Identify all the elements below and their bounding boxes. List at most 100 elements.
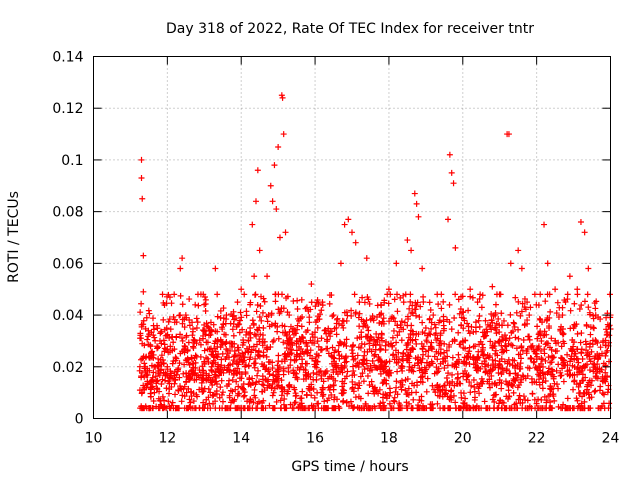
cloud-point xyxy=(559,405,566,412)
cloud-point xyxy=(571,405,578,412)
cloud-point xyxy=(223,346,230,353)
data-point xyxy=(385,286,392,293)
cloud-point xyxy=(521,304,528,311)
cloud-point xyxy=(208,326,215,333)
cloud-point xyxy=(376,319,383,326)
cloud-point xyxy=(382,342,389,349)
cloud-point xyxy=(267,343,274,350)
cloud-point xyxy=(256,338,263,345)
cloud-point xyxy=(285,364,292,371)
cloud-point xyxy=(328,353,335,360)
cloud-point xyxy=(311,394,318,401)
cloud-point xyxy=(357,344,364,351)
cloud-point xyxy=(372,364,379,371)
data-point xyxy=(474,299,481,306)
cloud-point xyxy=(537,291,544,298)
cloud-point xyxy=(330,405,337,412)
cloud-point xyxy=(335,403,342,410)
cloud-point xyxy=(314,324,321,331)
cloud-point xyxy=(386,358,393,365)
data-point xyxy=(413,200,420,207)
cloud-point xyxy=(142,325,149,332)
cloud-point xyxy=(219,398,226,405)
cloud-point xyxy=(278,392,285,399)
cloud-point xyxy=(298,395,305,402)
data-point xyxy=(201,358,208,365)
cloud-point xyxy=(442,390,449,397)
cloud-point xyxy=(493,330,500,337)
cloud-point xyxy=(307,373,314,380)
cloud-point xyxy=(212,374,219,381)
cloud-point xyxy=(176,374,183,381)
cloud-point xyxy=(433,337,440,344)
cloud-point xyxy=(214,328,221,335)
cloud-point xyxy=(490,366,497,373)
cloud-point xyxy=(193,315,200,322)
data-point xyxy=(507,260,514,267)
cloud-point xyxy=(584,386,591,393)
cloud-point xyxy=(303,392,310,399)
cloud-point xyxy=(269,359,276,366)
cloud-point xyxy=(486,352,493,359)
cloud-point xyxy=(362,401,369,408)
data-point xyxy=(371,337,378,344)
cloud-point xyxy=(321,405,328,412)
cloud-point xyxy=(419,329,426,336)
cloud-point xyxy=(538,396,545,403)
cloud-point xyxy=(183,379,190,386)
data-point xyxy=(223,312,230,319)
data-point xyxy=(577,218,584,225)
cloud-point xyxy=(498,322,505,329)
cloud-point xyxy=(600,360,607,367)
cloud-point xyxy=(494,405,501,412)
cloud-point xyxy=(259,381,266,388)
cloud-point xyxy=(167,326,174,333)
cloud-point xyxy=(298,323,305,330)
cloud-point xyxy=(527,354,534,361)
cloud-point xyxy=(386,400,393,407)
cloud-point xyxy=(407,327,414,334)
cloud-point xyxy=(499,333,506,340)
cloud-point xyxy=(224,383,231,390)
cloud-point xyxy=(470,328,477,335)
cloud-point xyxy=(603,373,610,380)
cloud-point xyxy=(548,359,555,366)
data-point xyxy=(264,273,271,280)
cloud-point xyxy=(236,390,243,397)
data-point xyxy=(496,337,503,344)
cloud-point xyxy=(514,361,521,368)
cloud-point xyxy=(558,354,565,361)
cloud-point xyxy=(140,382,147,389)
data-point xyxy=(186,376,193,383)
cloud-point xyxy=(359,294,366,301)
cloud-point xyxy=(415,359,422,366)
cloud-point xyxy=(492,310,499,317)
cloud-point xyxy=(321,327,328,334)
cloud-point xyxy=(328,373,335,380)
cloud-point xyxy=(449,354,456,361)
cloud-point xyxy=(428,345,435,352)
cloud-point xyxy=(313,351,320,358)
cloud-point xyxy=(154,363,161,370)
cloud-point xyxy=(242,361,249,368)
cloud-point xyxy=(498,366,505,373)
plot-frame xyxy=(93,56,611,419)
cloud-point xyxy=(160,316,167,323)
data-point xyxy=(541,221,548,228)
cloud-point xyxy=(431,321,438,328)
cloud-point xyxy=(538,347,545,354)
data-point xyxy=(249,221,256,228)
cloud-point xyxy=(606,291,613,298)
cloud-point xyxy=(464,320,471,327)
y-tick-label: 0.1 xyxy=(61,153,83,169)
cloud-point xyxy=(171,380,178,387)
cloud-point xyxy=(599,403,606,410)
cloud-point xyxy=(247,334,254,341)
cloud-point xyxy=(461,367,468,374)
cloud-point xyxy=(193,391,200,398)
cloud-point xyxy=(361,366,368,373)
cloud-point xyxy=(485,362,492,369)
cloud-point xyxy=(536,315,543,322)
data-point xyxy=(149,376,156,383)
cloud-point xyxy=(222,340,229,347)
